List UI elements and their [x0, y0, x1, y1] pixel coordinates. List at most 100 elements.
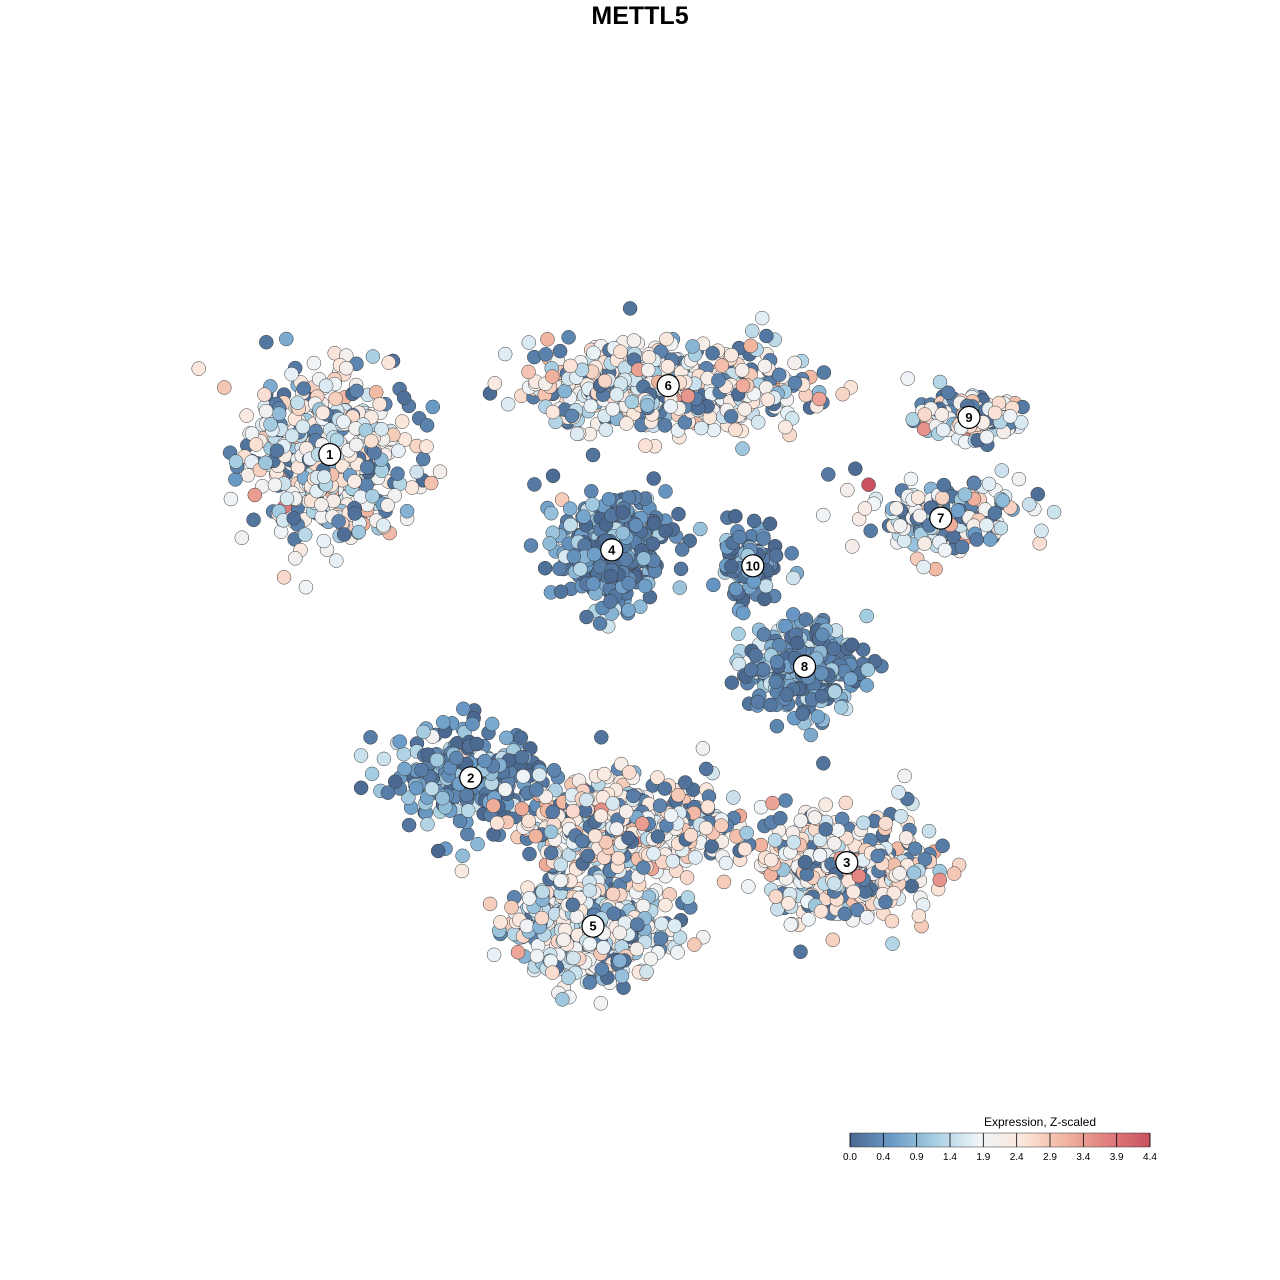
- data-point: [705, 346, 720, 361]
- data-point: [452, 813, 468, 829]
- data-point: [906, 865, 922, 881]
- data-point: [563, 517, 578, 533]
- data-point: [816, 507, 831, 523]
- data-point: [347, 474, 362, 489]
- data-point: [641, 350, 657, 365]
- data-point: [532, 767, 547, 783]
- data-point: [935, 490, 950, 506]
- data-point: [425, 399, 441, 415]
- data-point: [621, 576, 636, 591]
- data-point: [784, 546, 799, 561]
- data-point: [779, 687, 795, 702]
- data-point: [288, 551, 303, 566]
- data-point: [460, 803, 476, 818]
- data-point: [993, 520, 1009, 536]
- data-point: [812, 848, 828, 863]
- data-point: [575, 833, 590, 849]
- data-point: [652, 798, 668, 813]
- data-point: [670, 945, 685, 960]
- data-point: [582, 883, 598, 898]
- data-point: [714, 818, 729, 833]
- data-point: [622, 765, 637, 780]
- data-point: [615, 505, 630, 520]
- data-point: [336, 414, 351, 429]
- data-point: [859, 678, 874, 693]
- data-point: [878, 816, 893, 831]
- data-point: [688, 850, 703, 865]
- data-point: [376, 518, 391, 533]
- data-point: [239, 408, 254, 423]
- data-point: [585, 576, 601, 591]
- data-point: [772, 638, 787, 653]
- data-point: [331, 514, 346, 529]
- data-point: [609, 821, 624, 837]
- data-point: [767, 833, 783, 848]
- data-point: [606, 906, 622, 921]
- cluster-label-text: 2: [467, 770, 474, 785]
- data-point: [807, 810, 823, 825]
- data-point: [612, 925, 628, 941]
- data-point: [316, 533, 332, 549]
- data-point: [579, 609, 594, 625]
- data-point: [724, 675, 740, 690]
- data-point: [545, 804, 560, 820]
- legend-tick-label: 3.4: [1076, 1152, 1090, 1163]
- data-point: [897, 768, 912, 784]
- data-point: [860, 662, 876, 677]
- data-point: [798, 612, 814, 627]
- data-point: [657, 418, 673, 433]
- data-point: [582, 975, 598, 990]
- data-point: [786, 835, 801, 850]
- data-point: [816, 365, 832, 380]
- data-point: [482, 896, 498, 912]
- data-point: [746, 513, 762, 529]
- data-point: [271, 406, 287, 421]
- data-point: [739, 825, 754, 841]
- data-point: [217, 380, 232, 395]
- data-point: [415, 451, 431, 467]
- data-point: [835, 386, 850, 402]
- data-point: [762, 516, 778, 532]
- data-point: [597, 373, 613, 389]
- data-point: [580, 848, 596, 864]
- data-point: [1030, 486, 1046, 502]
- data-point: [969, 532, 984, 547]
- data-point: [279, 331, 294, 347]
- data-point: [698, 820, 714, 836]
- legend-tick-label: 0.9: [910, 1152, 924, 1163]
- data-point: [420, 816, 435, 832]
- data-point: [409, 464, 425, 480]
- data-point: [750, 694, 766, 710]
- cluster-label-text: 8: [801, 659, 808, 674]
- data-point: [801, 912, 816, 927]
- data-point: [759, 328, 774, 344]
- data-point: [765, 795, 780, 811]
- data-point: [598, 422, 614, 437]
- data-point: [339, 360, 354, 376]
- data-point: [840, 482, 855, 498]
- data-point: [429, 752, 445, 768]
- data-point: [889, 501, 904, 516]
- data-point: [387, 488, 402, 503]
- data-point: [748, 648, 763, 663]
- data-point: [258, 403, 274, 419]
- data-point: [456, 701, 471, 717]
- data-point: [987, 505, 1003, 521]
- data-point: [449, 750, 464, 766]
- data-point: [521, 364, 536, 380]
- data-point: [363, 730, 378, 745]
- data-point: [1032, 536, 1047, 551]
- data-point: [735, 378, 751, 393]
- cluster-label-1: 1: [318, 442, 342, 467]
- data-point: [246, 512, 261, 528]
- data-point: [514, 749, 530, 765]
- data-point: [793, 944, 808, 960]
- data-point: [603, 568, 619, 584]
- data-point: [419, 418, 435, 433]
- data-point: [380, 498, 395, 513]
- data-point: [736, 605, 751, 621]
- data-point: [838, 795, 854, 811]
- data-point: [643, 951, 659, 967]
- data-point: [728, 422, 743, 438]
- data-point: [663, 399, 678, 414]
